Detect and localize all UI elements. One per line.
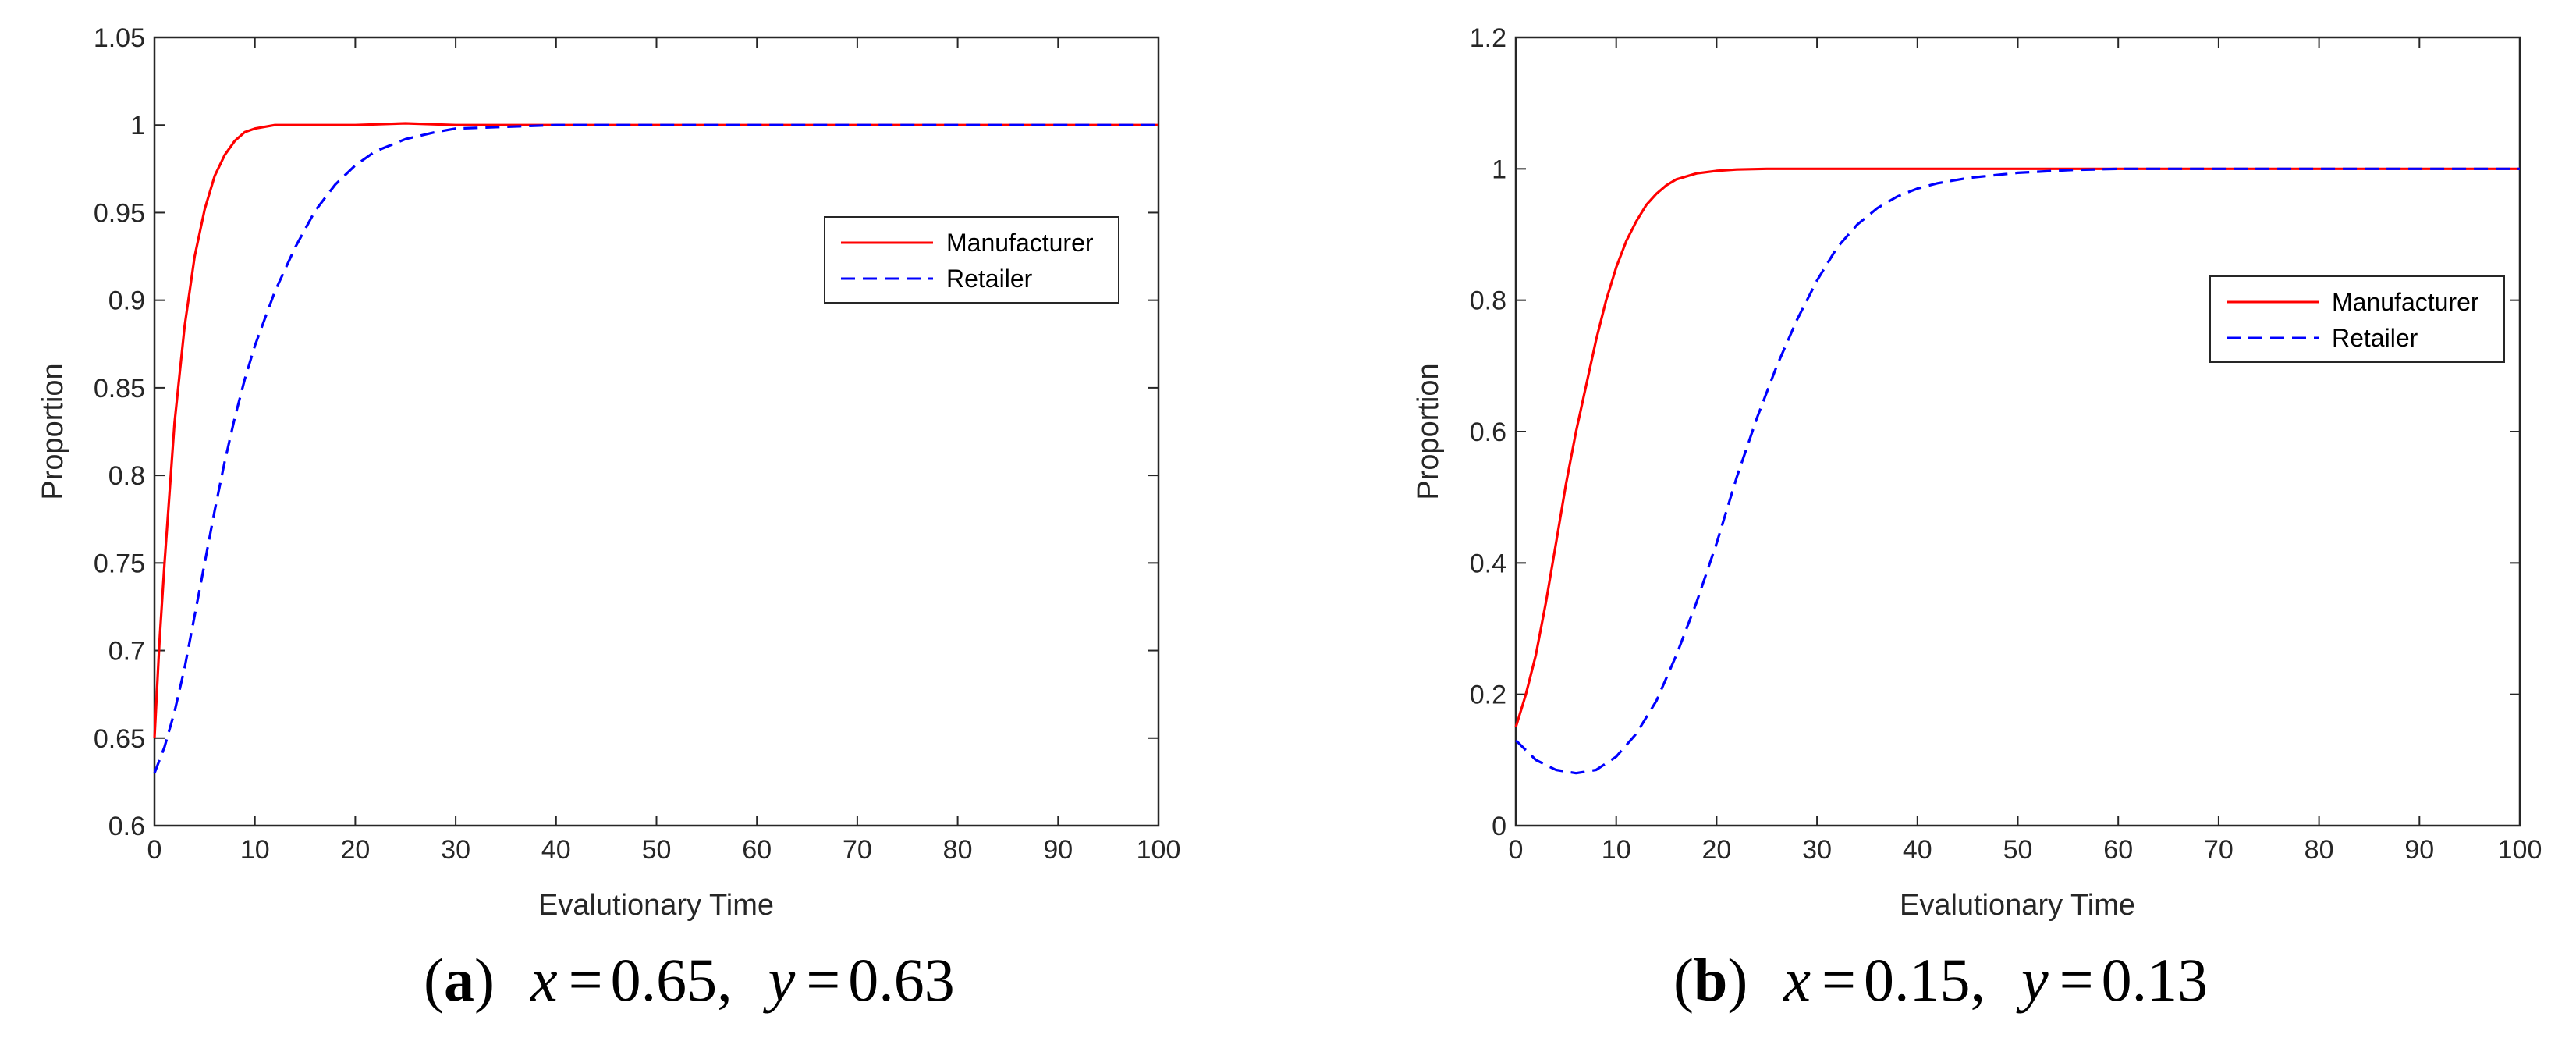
series-line-retailer-a (153, 123, 1158, 774)
legend-box-b (2209, 275, 2505, 363)
legend-label-retailer-a: Retailer (946, 265, 1033, 293)
legend-box-a (824, 216, 1119, 304)
x-tick-label-a: 40 (541, 835, 571, 865)
y-axis-label-a: Proportion (37, 363, 69, 499)
chart-panel-b: 0 10 20 30 40 50 60 70 80 90 10000.20.40.60.811.2 … (1412, 23, 2542, 1014)
y-tick-label-b: 0.2 (1470, 681, 1506, 710)
y-tick-label-b: 0.4 (1470, 549, 1506, 578)
caption-b-x-value: 0.15 (1864, 946, 1971, 1014)
caption-a: (a) x = 0.65, y = 0.63 (424, 946, 955, 1014)
x-tick-label-a: 90 (1043, 835, 1073, 865)
series-line-retailer-b (1514, 167, 2520, 775)
x-tick-label-b: 10 (1602, 835, 1631, 865)
y-tick-label-a: 0.6 (108, 812, 145, 841)
x-tick-label-b: 0 (1509, 835, 1524, 865)
x-axis-label-a: Evalutionary Time (538, 889, 774, 922)
series-group-a (153, 122, 1158, 774)
caption-b-y-value: 0.13 (2102, 946, 2209, 1014)
x-tick-label-b: 60 (2103, 835, 2133, 865)
series-group-b (1514, 167, 2520, 775)
y-tick-label-a: 0.75 (94, 549, 145, 578)
caption-a-letter: a (444, 946, 474, 1014)
caption-b: (b) x = 0.15, y = 0.13 (1673, 946, 2208, 1014)
y-tick-label-b: 0.6 (1470, 418, 1506, 447)
x-tick-label-a: 60 (742, 835, 772, 865)
y-tick-label-a: 1 (130, 111, 145, 140)
y-tick-label-b: 1.2 (1470, 23, 1506, 53)
x-tick-label-a: 0 (147, 835, 162, 865)
x-axis-label-b: Evalutionary Time (1900, 889, 2135, 922)
x-tick-label-b: 30 (1802, 835, 1832, 865)
x-tick-label-a: 20 (340, 835, 370, 865)
x-tick-label-a: 10 (240, 835, 270, 865)
caption-a-y-value: 0.63 (848, 946, 955, 1014)
y-tick-label-a: 1.05 (94, 23, 145, 53)
x-tick-label-a: 70 (843, 835, 872, 865)
y-tick-label-a: 0.9 (108, 286, 145, 316)
plot-area-a (153, 36, 1160, 827)
caption-b-letter: b (1694, 946, 1727, 1014)
x-tick-label-a: 50 (642, 835, 672, 865)
axes-ticks-b: 0 10 20 30 40 50 60 70 80 90 100 0 0.2 0.4 0.6 0.8 1 1.2 (1470, 23, 2542, 865)
series-line-manufacturer-b (1514, 167, 2520, 728)
legend-b: Manufacturer Retailer (2209, 275, 2505, 363)
axes-ticks-a: 0 10 20 30 40 50 60 70 80 90 100 0.6 0.65 0.7 0.75 0.8 0… (94, 23, 1181, 865)
x-tick-label-b: 40 (1903, 835, 1932, 865)
legend-label-manufacturer-a: Manufacturer (946, 229, 1094, 257)
x-tick-label-b: 90 (2404, 835, 2434, 865)
x-tick-label-a: 100 (1137, 835, 1181, 865)
y-tick-label-a: 0.7 (108, 637, 145, 666)
y-tick-label-b: 1 (1492, 155, 1506, 184)
x-tick-label-a: 80 (943, 835, 973, 865)
x-tick-label-a: 30 (441, 835, 470, 865)
y-tick-label-a: 0.8 (108, 461, 145, 491)
x-tick-label-b: 20 (1701, 835, 1731, 865)
caption-a-x-value: 0.65 (611, 946, 718, 1014)
chart-panel-a: 0 10 20 30 40 50 60 70 80 90 100 0.6 0.65 0.7 0.75 0.8 0… (37, 23, 1180, 1014)
x-tick-label-b: 50 (2003, 835, 2033, 865)
y-tick-label-b: 0 (1492, 812, 1506, 841)
y-tick-label-b: 0.8 (1470, 286, 1506, 316)
legend-a: Manufacturer Retailer (824, 216, 1119, 304)
y-tick-label-a: 0.85 (94, 374, 145, 403)
x-tick-label-b: 80 (2305, 835, 2334, 865)
legend-label-retailer-b: Retailer (2332, 324, 2418, 352)
x-tick-label-b: 100 (2498, 835, 2542, 865)
x-tick-label-b: 70 (2204, 835, 2234, 865)
plot-area-b (1514, 36, 2521, 827)
y-tick-label-a: 0.65 (94, 724, 145, 754)
y-axis-label-b: Proportion (1412, 363, 1445, 499)
y-tick-label-a: 0.95 (94, 198, 145, 228)
legend-label-manufacturer-b: Manufacturer (2332, 288, 2479, 316)
